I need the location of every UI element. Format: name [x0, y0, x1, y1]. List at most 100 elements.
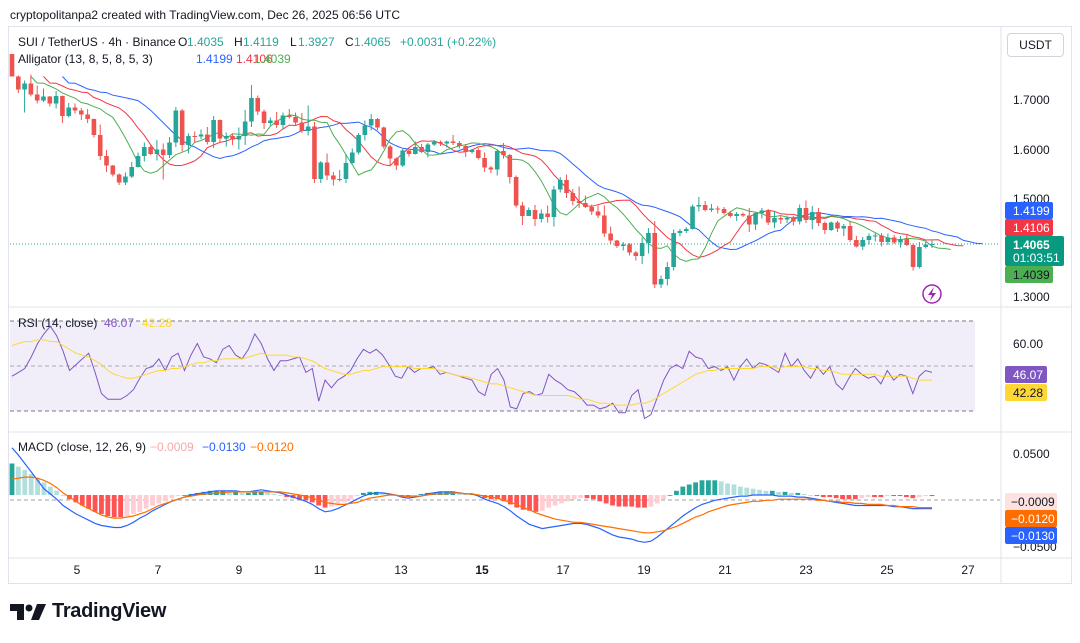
- candle-body: [595, 211, 601, 216]
- candle-body: [904, 239, 910, 245]
- macd-histogram-bar: [635, 495, 641, 508]
- candle-body: [539, 213, 544, 219]
- ohlc-value: 1.4119: [243, 35, 279, 49]
- time-tick: 25: [880, 563, 894, 577]
- time-tick: 21: [718, 563, 732, 577]
- candle-body: [444, 141, 450, 144]
- candle-body: [715, 208, 721, 210]
- candle-body: [854, 240, 859, 247]
- candle-body: [274, 120, 279, 125]
- macd-histogram-bar: [335, 495, 341, 505]
- teeth-price-badge: [1005, 219, 1053, 236]
- macd-histogram-bar: [661, 495, 667, 500]
- macd-histogram-bar: [380, 492, 385, 495]
- macd-histogram-bar: [559, 495, 564, 504]
- candle-body: [614, 240, 620, 246]
- candle-body: [28, 83, 34, 95]
- macd-histogram-bar: [827, 495, 833, 498]
- macd-histogram-bar: [514, 495, 520, 508]
- candle-body: [602, 215, 607, 234]
- macd-histogram-bar: [795, 492, 801, 495]
- macd-histogram-bar: [47, 486, 53, 495]
- macd-histogram-bar: [865, 495, 871, 498]
- candle-body: [173, 110, 179, 143]
- candle-body: [545, 213, 550, 217]
- time-axis[interactable]: 5 7 9 11 13 15 17 19 21 23 25 27: [74, 563, 975, 577]
- candle-body: [41, 96, 46, 101]
- candle-body: [917, 247, 922, 267]
- candle-body: [683, 229, 689, 231]
- time-tick: 23: [799, 563, 813, 577]
- macd-histogram-bar: [878, 495, 884, 498]
- macd-histogram-bar: [782, 491, 788, 495]
- candle-body: [299, 122, 305, 131]
- macd-histogram-bar: [904, 495, 909, 498]
- macd-histogram-bar: [814, 495, 820, 497]
- candle-body: [375, 119, 380, 128]
- macd-histogram-badge-text: −0.0009: [1011, 495, 1055, 509]
- macd-histogram-bar: [737, 486, 743, 495]
- rsi-band: [10, 321, 975, 411]
- candle-body: [211, 120, 216, 142]
- candle-body: [816, 212, 821, 223]
- candle-body: [318, 162, 324, 179]
- candle-body: [872, 235, 878, 237]
- candle-body: [728, 213, 733, 216]
- candle-body: [129, 167, 135, 177]
- macd-histogram-bar: [130, 495, 136, 514]
- macd-histogram-bar: [79, 495, 85, 506]
- macd-histogram-value: −0.0009: [150, 440, 194, 454]
- candle-body: [343, 163, 349, 179]
- rsi-value: 46.07: [104, 316, 134, 330]
- candle-body: [217, 120, 223, 139]
- candle-body: [66, 107, 72, 116]
- macd-histogram-bar: [456, 492, 462, 495]
- macd-histogram-bar: [124, 495, 130, 516]
- candle-body: [305, 126, 311, 131]
- candle-body: [167, 142, 172, 155]
- macd-histogram-bar: [150, 495, 155, 506]
- candle-body: [532, 210, 538, 219]
- time-tick: 5: [74, 563, 81, 577]
- rsi-pane[interactable]: [11, 325, 933, 420]
- macd-histogram-bar: [143, 495, 149, 509]
- candle-body: [249, 98, 254, 122]
- candle-body: [551, 189, 557, 217]
- candle-body: [759, 210, 765, 213]
- candle-body: [104, 156, 109, 166]
- price-tick: 1.3000: [1013, 290, 1050, 304]
- macd-histogram-bar: [271, 493, 277, 495]
- lightning-icon[interactable]: [922, 284, 942, 304]
- candle-body: [589, 207, 595, 212]
- rsi-value-badge: [1005, 366, 1047, 383]
- time-tick: 9: [236, 563, 243, 577]
- macd-histogram-bar: [54, 490, 60, 495]
- price-pane[interactable]: [9, 54, 983, 288]
- candle-body: [362, 125, 368, 135]
- macd-pane[interactable]: [9, 447, 935, 543]
- macd-histogram-bar: [725, 483, 730, 495]
- candle-body: [828, 222, 834, 230]
- macd-line-badge-text: −0.0130: [1011, 529, 1055, 543]
- candle-body: [179, 110, 185, 145]
- candle-body: [85, 114, 90, 119]
- candle-body: [148, 147, 153, 154]
- macd-histogram-bar: [297, 495, 302, 500]
- rsi-label: RSI (14, close): [18, 316, 97, 330]
- ohlc-key: H: [234, 35, 243, 49]
- currency-button[interactable]: USDT: [1007, 33, 1064, 57]
- macd-histogram-bar: [654, 495, 660, 504]
- candle-body: [79, 110, 84, 115]
- macd-histogram-bar: [520, 495, 526, 510]
- macd-histogram-bar: [642, 495, 647, 508]
- ohlc-key: O: [178, 35, 187, 49]
- candle-body: [47, 96, 53, 104]
- macd-histogram-bar: [162, 495, 168, 502]
- macd-histogram-bar: [182, 495, 187, 496]
- candle-body: [236, 136, 242, 140]
- candle-body: [419, 147, 424, 152]
- rsi-tick: 60.00: [1013, 337, 1043, 351]
- macd-histogram-bar: [712, 480, 718, 495]
- macd-histogram-bar: [284, 495, 290, 498]
